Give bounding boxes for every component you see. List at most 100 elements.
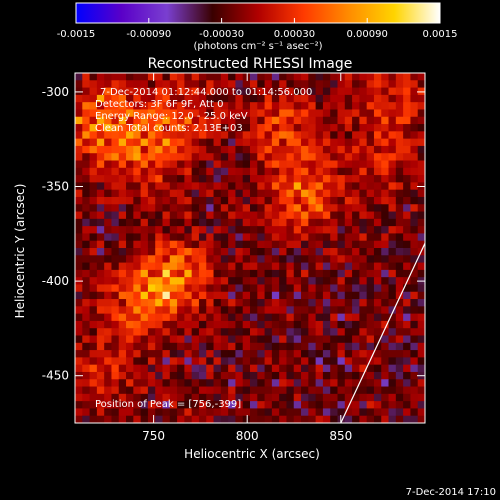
heatmap-cell	[257, 291, 265, 300]
heatmap-cell	[417, 73, 425, 81]
heatmap-cell	[89, 73, 98, 81]
heatmap-cell	[177, 299, 185, 307]
heatmap-cell	[147, 313, 156, 322]
heatmap-cell	[169, 233, 178, 242]
heatmap-cell	[403, 320, 411, 329]
heatmap-cell	[118, 401, 127, 409]
heatmap-cell	[315, 371, 324, 380]
heatmap-cell	[286, 189, 295, 198]
heatmap-cell	[373, 415, 382, 423]
heatmap-cell	[118, 189, 127, 198]
heatmap-cell	[308, 196, 317, 205]
heatmap-cell	[82, 255, 90, 263]
heatmap-cell	[228, 277, 236, 285]
heatmap-cell	[133, 73, 142, 81]
heatmap-cell	[330, 211, 338, 220]
heatmap-cell	[250, 175, 258, 183]
heatmap-cell	[373, 408, 382, 417]
heatmap-cell	[191, 357, 200, 366]
heatmap-cell	[235, 196, 244, 205]
heatmap-cell	[191, 102, 200, 110]
heatmap-cell	[118, 87, 127, 96]
heatmap-cell	[359, 379, 368, 387]
heatmap-cell	[279, 80, 287, 88]
heatmap-cell	[301, 408, 309, 417]
heatmap-cell	[228, 109, 236, 118]
heatmap-cell	[111, 277, 120, 285]
heatmap-cell	[366, 415, 375, 423]
heatmap-cell	[104, 87, 112, 96]
heatmap-cell	[264, 196, 273, 205]
heatmap-cell	[89, 196, 98, 205]
heatmap-cell	[308, 233, 317, 242]
heatmap-cell	[111, 87, 120, 96]
heatmap-cell	[271, 269, 280, 278]
heatmap-cell	[184, 138, 193, 147]
heatmap-cell	[279, 73, 287, 81]
heatmap-cell	[198, 73, 207, 81]
heatmap-cell	[250, 306, 258, 315]
heatmap-cell	[322, 335, 331, 344]
heatmap-cell	[118, 313, 127, 322]
heatmap-cell	[75, 386, 83, 395]
heatmap-cell	[373, 138, 382, 147]
heatmap-cell	[220, 109, 229, 118]
heatmap-cell	[264, 401, 273, 409]
heatmap-cell	[366, 80, 375, 88]
heatmap-cell	[104, 196, 112, 205]
heatmap-cell	[271, 204, 280, 212]
heatmap-cell	[279, 233, 287, 242]
heatmap-cell	[82, 306, 90, 315]
heatmap-cell	[169, 124, 178, 132]
heatmap-cell	[242, 153, 251, 161]
heatmap-cell	[395, 277, 404, 285]
annotation-counts: Clean Total counts: 2.13E+03	[95, 123, 243, 134]
heatmap-cell	[264, 364, 273, 373]
heatmap-cell	[133, 226, 142, 234]
heatmap-cell	[344, 408, 353, 417]
heatmap-cell	[388, 386, 397, 395]
heatmap-cell	[403, 342, 411, 351]
heatmap-cell	[133, 131, 142, 140]
heatmap-cell	[242, 233, 251, 242]
heatmap-cell	[322, 299, 331, 307]
heatmap-cell	[242, 167, 251, 176]
heatmap-cell	[286, 357, 295, 366]
heatmap-cell	[155, 116, 163, 125]
heatmap-cell	[111, 357, 120, 366]
heatmap-cell	[169, 167, 178, 176]
heatmap-cell	[373, 262, 382, 271]
heatmap-cell	[352, 299, 360, 307]
heatmap-cell	[111, 167, 120, 176]
heatmap-cell	[308, 357, 317, 366]
heatmap-cell	[293, 189, 302, 198]
heatmap-cell	[228, 87, 236, 96]
heatmap-cell	[373, 167, 382, 176]
heatmap-cell	[96, 160, 105, 169]
heatmap-cell	[111, 102, 120, 110]
heatmap-cell	[206, 313, 214, 322]
heatmap-cell	[155, 255, 163, 263]
heatmap-cell	[271, 379, 280, 387]
heatmap-cell	[147, 73, 156, 81]
heatmap-cell	[104, 182, 112, 191]
heatmap-cell	[118, 342, 127, 351]
heatmap-cell	[206, 306, 214, 315]
heatmap-cell	[184, 153, 193, 161]
heatmap-cell	[337, 153, 346, 161]
heatmap-cell	[126, 211, 134, 220]
heatmap-cell	[184, 364, 193, 373]
heatmap-cell	[220, 226, 229, 234]
heatmap-cell	[242, 269, 251, 278]
heatmap-cell	[220, 371, 229, 380]
heatmap-cell	[359, 196, 368, 205]
heatmap-cell	[373, 145, 382, 154]
heatmap-cell	[257, 109, 265, 118]
heatmap-cell	[140, 386, 149, 395]
heatmap-cell	[126, 218, 134, 227]
heatmap-cell	[257, 306, 265, 315]
heatmap-cell	[96, 94, 105, 103]
heatmap-cell	[235, 116, 244, 125]
heatmap-cell	[198, 313, 207, 322]
heatmap-cell	[322, 233, 331, 242]
